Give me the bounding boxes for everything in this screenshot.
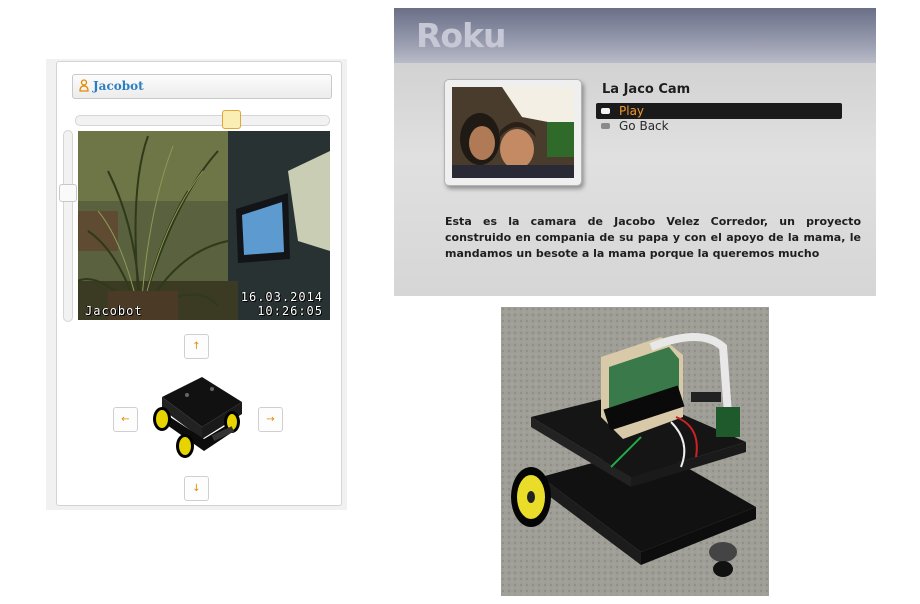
robot-photo-image <box>501 307 769 596</box>
control-card: Jacobot <box>56 61 342 506</box>
camera-name-overlay: Jacobot <box>85 304 143 318</box>
menu-play-highlight[interactable] <box>596 103 842 119</box>
menu-item-go-back[interactable]: Go Back <box>619 119 669 133</box>
pan-slider[interactable] <box>75 110 330 129</box>
roku-logo: Roku <box>416 16 507 55</box>
move-forward-button[interactable]: ↑ <box>184 334 209 359</box>
channel-description: Esta es la camara de Jacobo Velez Corred… <box>445 215 861 260</box>
pan-slider-handle[interactable] <box>222 110 241 129</box>
camera-feed-image <box>78 131 330 320</box>
camera-time-overlay: 10:26:05 <box>257 304 323 318</box>
roku-header: Roku <box>394 8 876 63</box>
roku-screen-photo: Roku La Jaco Cam Play Go Back Esta es la… <box>394 8 876 296</box>
turn-right-button[interactable]: → <box>258 407 283 432</box>
title-bar: Jacobot <box>72 74 332 99</box>
move-backward-button[interactable]: ↓ <box>184 476 209 501</box>
robot-chassis-image[interactable] <box>142 367 252 467</box>
tilt-slider[interactable] <box>59 130 77 322</box>
channel-thumbnail <box>444 79 582 186</box>
turn-left-button[interactable]: ← <box>113 407 138 432</box>
tilt-slider-handle[interactable] <box>59 184 77 202</box>
page-title: Jacobot <box>93 79 144 93</box>
go-back-bullet-icon <box>601 123 610 129</box>
menu-item-play[interactable]: Play <box>619 104 645 118</box>
play-bullet-icon <box>601 108 610 114</box>
user-icon <box>79 79 89 92</box>
channel-title: La Jaco Cam <box>602 82 691 97</box>
robot-photo <box>501 307 769 596</box>
camera-feed: 16.03.2014 10:26:05 Jacobot <box>78 131 330 320</box>
web-control-panel: Jacobot <box>46 59 347 510</box>
channel-thumbnail-image <box>452 87 574 178</box>
camera-date-overlay: 16.03.2014 <box>240 290 323 304</box>
